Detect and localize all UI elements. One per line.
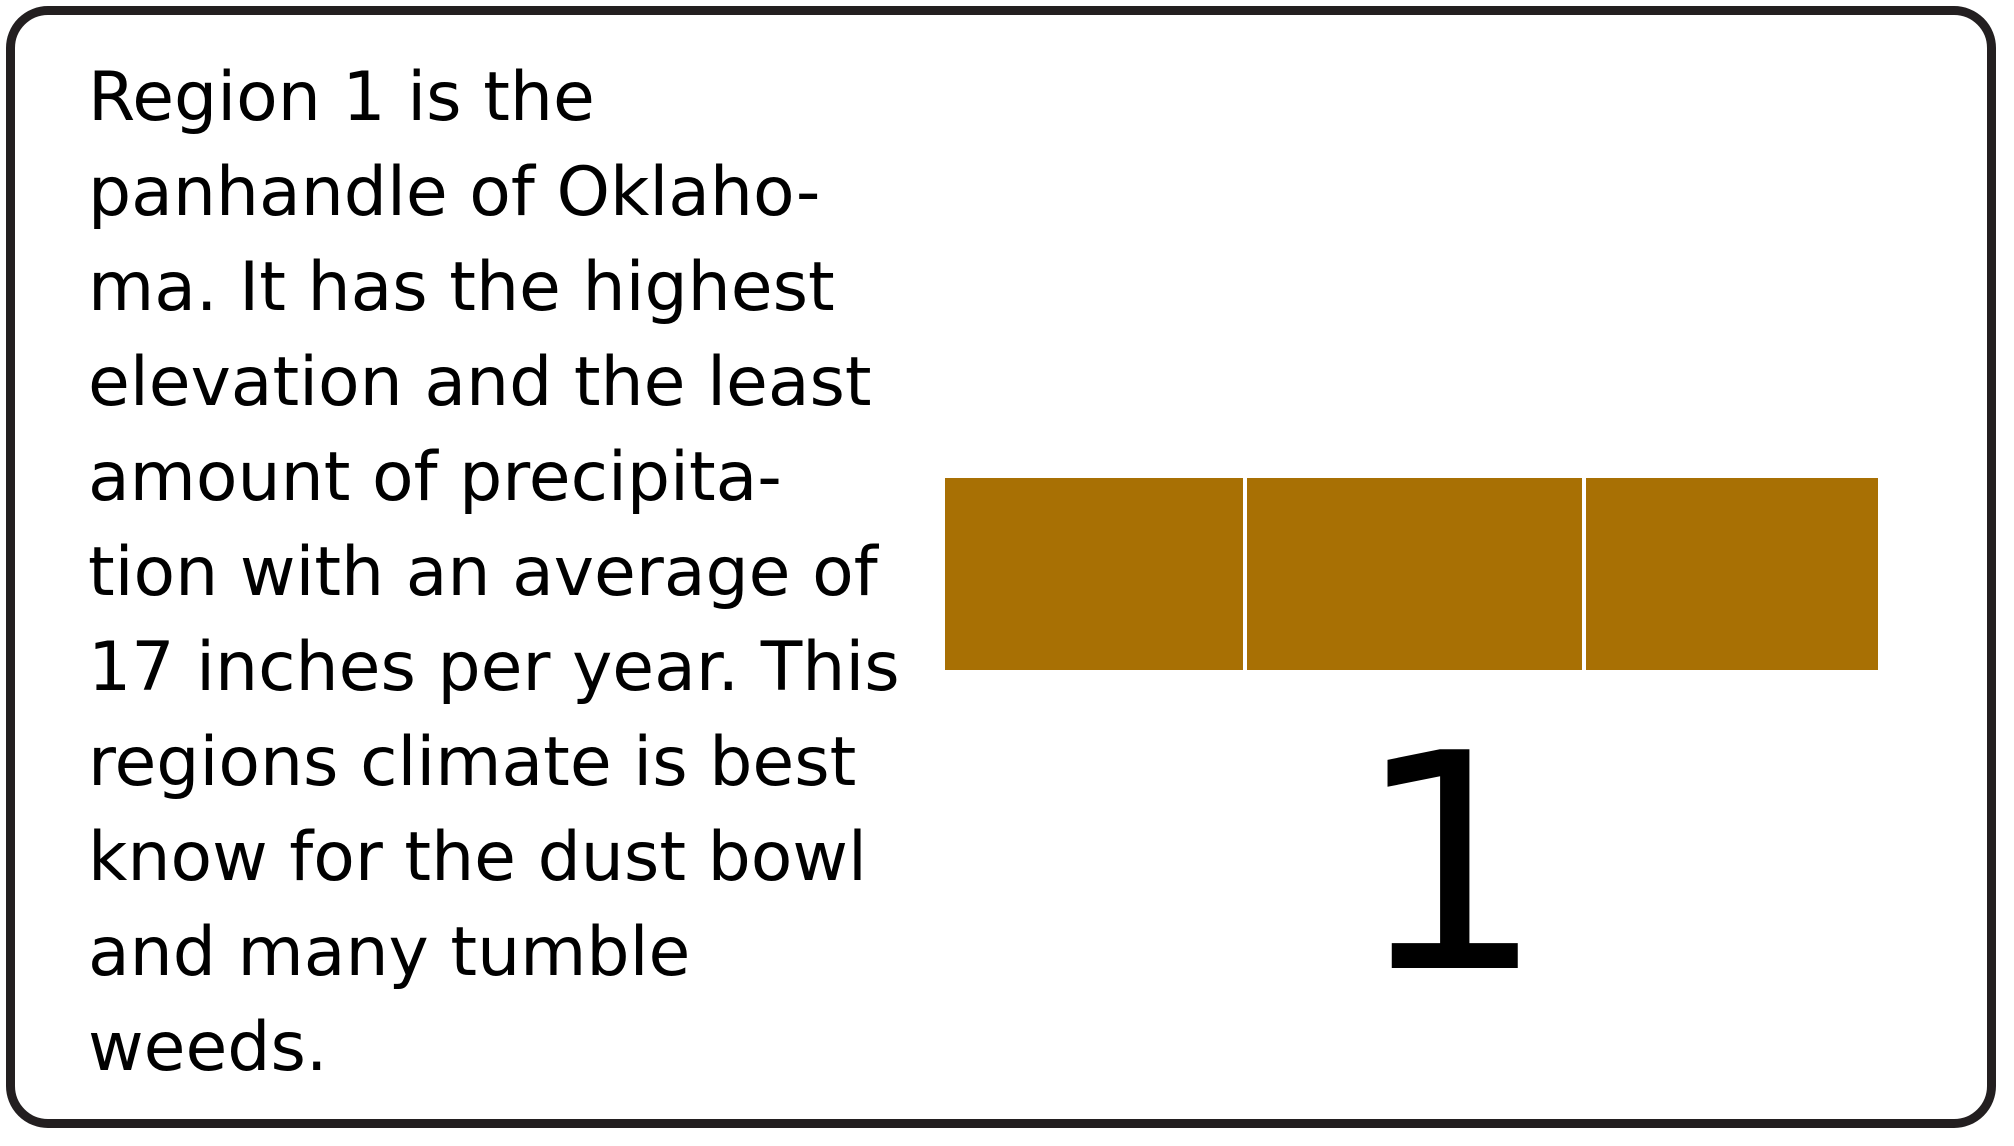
description-line: weeds. xyxy=(88,1008,328,1087)
region-description: Region 1 is the panhandle of Oklaho- ma.… xyxy=(88,50,900,1095)
description-line: regions climate is best xyxy=(88,723,857,802)
description-line: elevation and the least xyxy=(88,343,872,422)
description-line: amount of precipita- xyxy=(88,438,782,517)
description-line: panhandle of Oklaho- xyxy=(88,153,821,232)
banner-panel-left xyxy=(945,478,1243,670)
description-line: and many tumble xyxy=(88,913,691,992)
region-banner xyxy=(945,478,1878,670)
description-line: know for the dust bowl xyxy=(88,818,867,897)
region-number: 1 xyxy=(1354,690,1546,1039)
description-line: tion with an average of xyxy=(88,533,878,612)
description-line: ma. It has the highest xyxy=(88,248,835,327)
description-line: Region 1 is the xyxy=(88,58,595,137)
description-line: 17 inches per year. This xyxy=(88,628,900,707)
banner-panel-right xyxy=(1586,478,1878,670)
banner-panel-center xyxy=(1247,478,1582,670)
